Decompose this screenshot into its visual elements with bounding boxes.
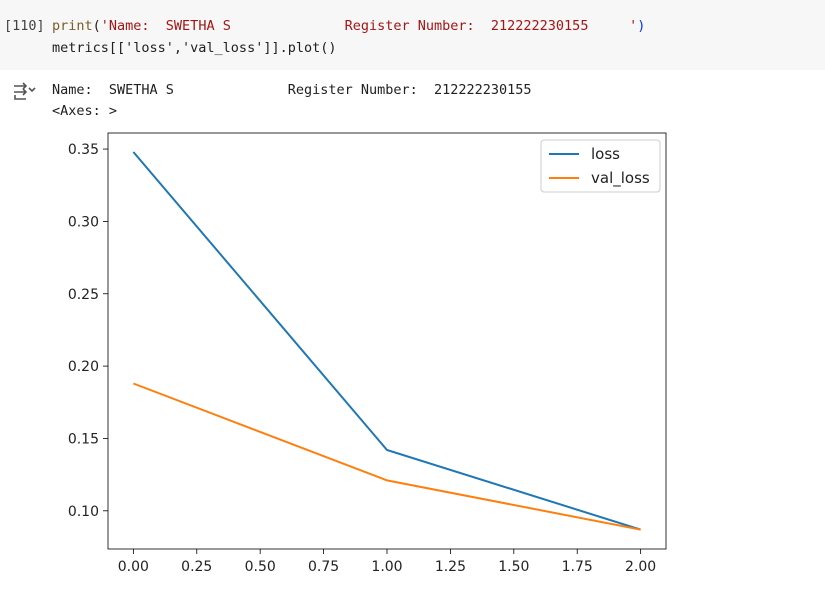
y-tick-label: 0.25 (68, 287, 99, 303)
x-tick-label: 0.00 (118, 559, 149, 575)
y-tick-label: 0.35 (68, 142, 99, 158)
y-tick-label: 0.20 (68, 359, 99, 375)
code-line-2[interactable]: metrics[['loss','val_loss']].plot() (52, 40, 337, 56)
output-toggle-icon[interactable] (12, 82, 36, 102)
x-tick-label: 0.50 (245, 559, 276, 575)
line-chart: 0.00 0.25 0.50 0.75 1.00 1.25 1.50 1.75 2.00 0.1… (68, 132, 667, 575)
x-tick-label: 0.25 (181, 559, 212, 575)
execution-count: [110] (4, 18, 45, 34)
x-tick-label: 0.75 (308, 559, 339, 575)
output-line-1: Name: SWETHA S Register Number: 21222223… (52, 82, 532, 98)
code-open-paren: ( (92, 18, 101, 34)
legend-label-val-loss: val_loss (591, 169, 650, 188)
code-print-fn: print (52, 18, 93, 34)
x-tick-label: 1.50 (498, 559, 529, 575)
y-tick-label: 0.15 (68, 431, 99, 447)
code-close-paren: ) (637, 18, 646, 34)
code-cell[interactable]: [110] print('Name: SWETHA S Register Num… (0, 0, 825, 70)
code-string: 'Name: SWETHA S Register Number: 2122222… (100, 18, 638, 34)
y-tick-label: 0.10 (68, 504, 99, 520)
series-line-val-loss (133, 382, 641, 531)
x-tick-label: 1.00 (371, 559, 402, 575)
series-line-loss (132, 151, 641, 531)
x-tick-label: 2.00 (625, 559, 656, 575)
legend-label-loss: loss (591, 145, 620, 163)
x-tick-label: 1.25 (435, 559, 466, 575)
output-line-2: <Axes: > (52, 103, 118, 119)
x-tick-label: 1.75 (562, 559, 593, 575)
code-line-1[interactable]: print('Name: SWETHA S Register Number: 2… (52, 18, 645, 34)
axes-frame (107, 132, 667, 550)
legend: loss val_loss (540, 139, 661, 193)
y-tick-label: 0.30 (68, 214, 99, 230)
